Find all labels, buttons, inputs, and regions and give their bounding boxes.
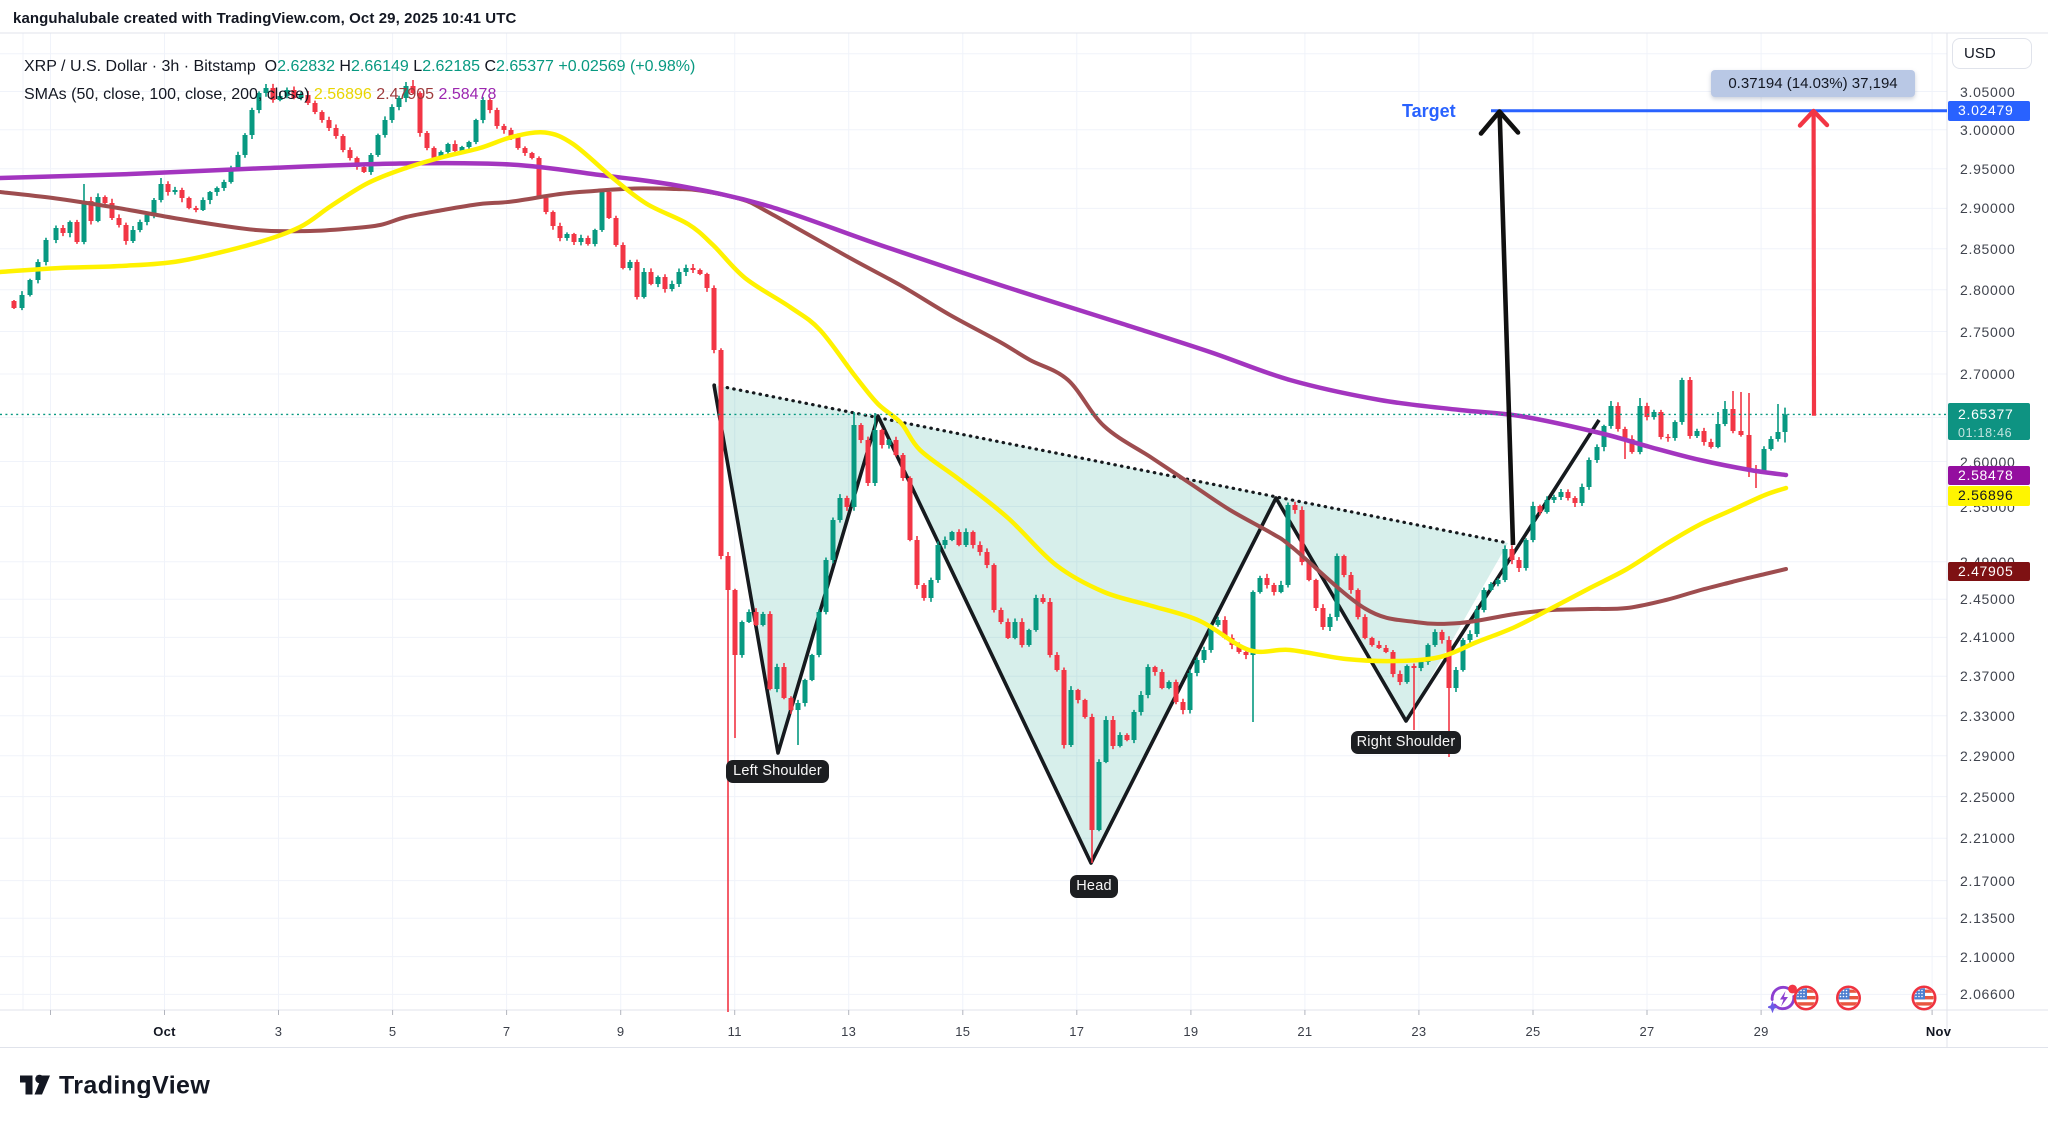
svg-text:TradingView: TradingView <box>59 1072 210 1098</box>
